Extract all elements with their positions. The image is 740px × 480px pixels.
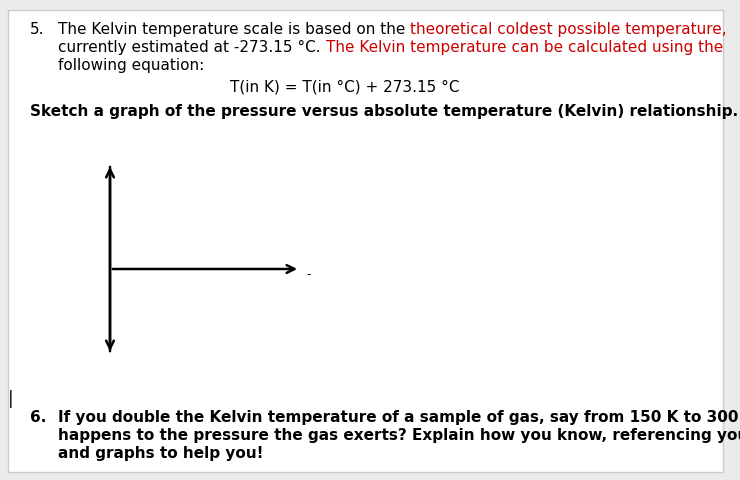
Text: Sketch a graph of the pressure versus absolute temperature (Kelvin) relationship: Sketch a graph of the pressure versus ab… (30, 104, 738, 119)
FancyBboxPatch shape (8, 11, 723, 472)
Text: happens to the pressure the gas exerts? Explain how you know, referencing your d: happens to the pressure the gas exerts? … (58, 427, 740, 442)
Text: T(in K) = T(in °C) + 273.15 °C: T(in K) = T(in °C) + 273.15 °C (230, 80, 460, 95)
Text: -: - (306, 267, 311, 280)
Text: currently estimated at -273.15 °C.: currently estimated at -273.15 °C. (58, 40, 326, 55)
Text: |: | (8, 389, 13, 407)
Text: theoretical coldest possible temperature,: theoretical coldest possible temperature… (410, 22, 727, 37)
Text: The Kelvin temperature can be calculated using the: The Kelvin temperature can be calculated… (326, 40, 723, 55)
Text: 5.: 5. (30, 22, 44, 37)
Text: The Kelvin temperature scale is based on the: The Kelvin temperature scale is based on… (58, 22, 410, 37)
Text: following equation:: following equation: (58, 58, 204, 73)
Text: If you double the Kelvin temperature of a sample of gas, say from 150 K to 300 K: If you double the Kelvin temperature of … (58, 409, 740, 424)
Text: 6.: 6. (30, 409, 47, 424)
Text: and graphs to help you!: and graphs to help you! (58, 445, 263, 460)
